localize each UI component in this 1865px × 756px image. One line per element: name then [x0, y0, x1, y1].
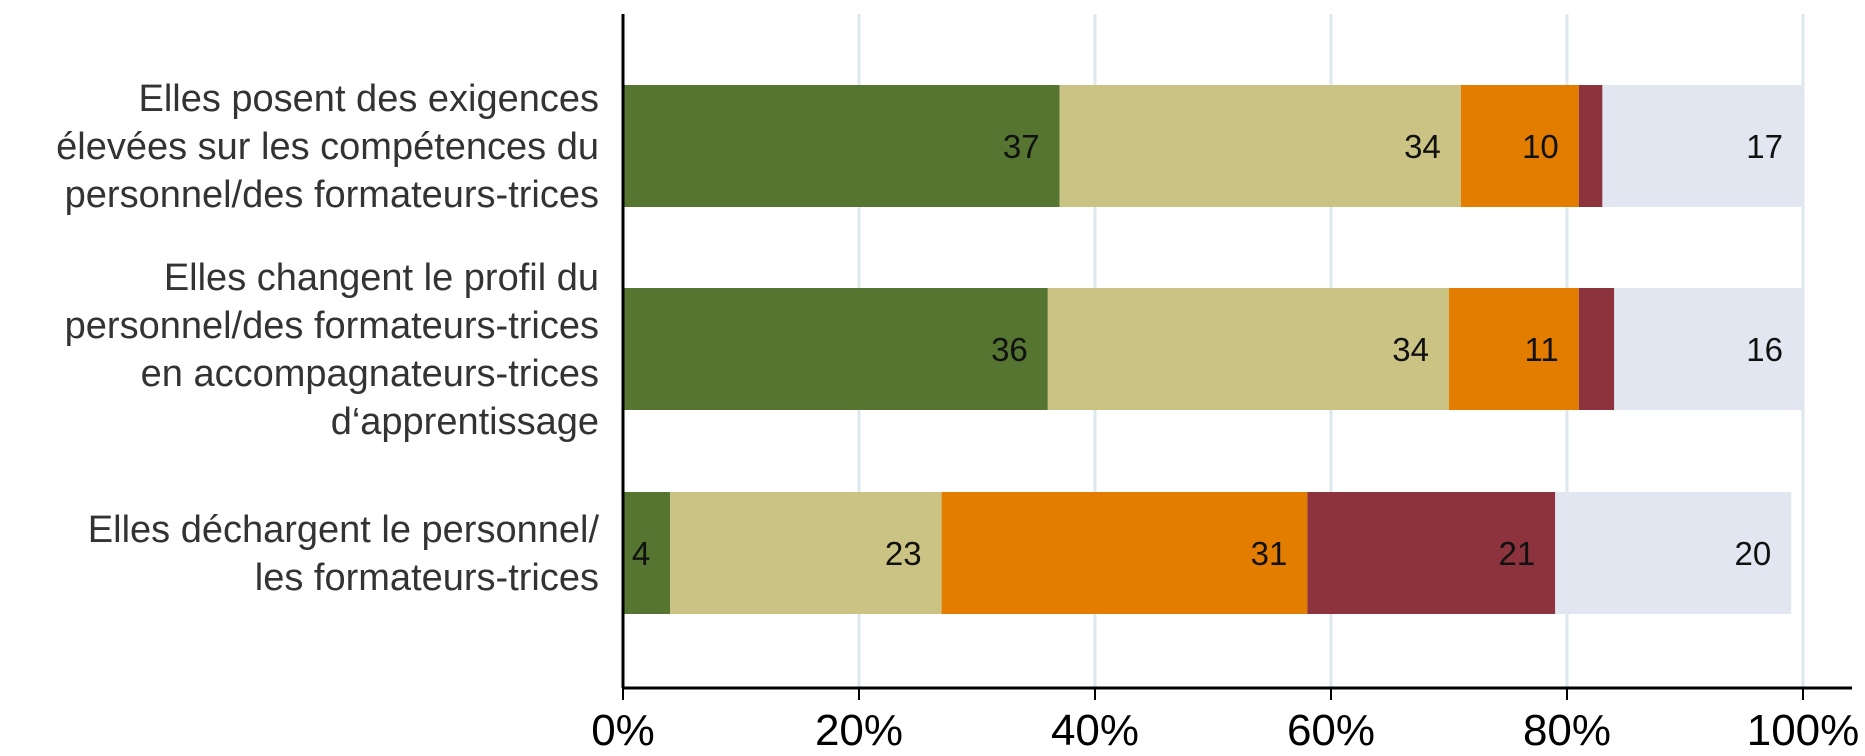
bar-segment — [1059, 85, 1461, 207]
bar-segment — [1578, 288, 1615, 410]
bar-segment — [1555, 492, 1792, 614]
category-label: Elles posent des exigences — [138, 78, 599, 120]
data-label: 21 — [1498, 535, 1535, 572]
x-tick-labels: 0% 20% 40% 60% 80% 100% — [591, 706, 1859, 755]
category-labels: Elles posent des exigences élevées sur le… — [56, 78, 599, 599]
data-label: 37 — [1003, 128, 1040, 165]
data-label: 17 — [1746, 128, 1783, 165]
data-label: 23 — [885, 535, 922, 572]
x-tick-label: 80% — [1523, 706, 1611, 755]
data-label: 4 — [632, 535, 650, 572]
bar-segment — [623, 85, 1060, 207]
data-label: 36 — [991, 331, 1028, 368]
data-label: 11 — [1525, 331, 1559, 368]
category-label: personnel/des formateurs-trices — [65, 174, 599, 216]
data-label: 16 — [1746, 331, 1783, 368]
x-tick-label: 60% — [1287, 706, 1375, 755]
bar-segment — [1578, 85, 1603, 207]
x-tick-label: 100% — [1747, 706, 1860, 755]
category-label: élevées sur les compétences du — [56, 126, 599, 168]
bar-segment — [1602, 85, 1803, 207]
x-tick-label: 0% — [591, 706, 655, 755]
bar-segment — [1460, 85, 1579, 207]
bar-segment — [623, 492, 671, 614]
x-tick-label: 40% — [1051, 706, 1139, 755]
data-label: 10 — [1522, 128, 1559, 165]
bars — [623, 85, 1803, 614]
category-label: en accompagnateurs-trices — [141, 353, 599, 395]
category-label: les formateurs-trices — [255, 557, 599, 599]
data-label: 31 — [1251, 535, 1288, 572]
bar-segment — [1047, 288, 1449, 410]
category-label: Elles déchargent le personnel/ — [88, 509, 600, 551]
category-label: d‘apprentissage — [331, 401, 599, 443]
data-label: 34 — [1392, 331, 1429, 368]
bar-segment — [1307, 492, 1556, 614]
bar-segment — [1614, 288, 1803, 410]
data-label: 34 — [1404, 128, 1441, 165]
data-labels: 37 34 10 17 36 34 11 16 4 23 31 21 20 — [632, 128, 1783, 572]
bar-segment — [1449, 288, 1579, 410]
axes — [621, 14, 1852, 700]
category-label: Elles changent le profil du — [164, 257, 599, 299]
category-label: personnel/des formateurs-trices — [65, 305, 599, 347]
x-tick-label: 20% — [815, 706, 903, 755]
data-label: 20 — [1734, 535, 1771, 572]
bar-segment — [670, 492, 942, 614]
bar-segment — [941, 492, 1308, 614]
bar-segment — [623, 288, 1048, 410]
